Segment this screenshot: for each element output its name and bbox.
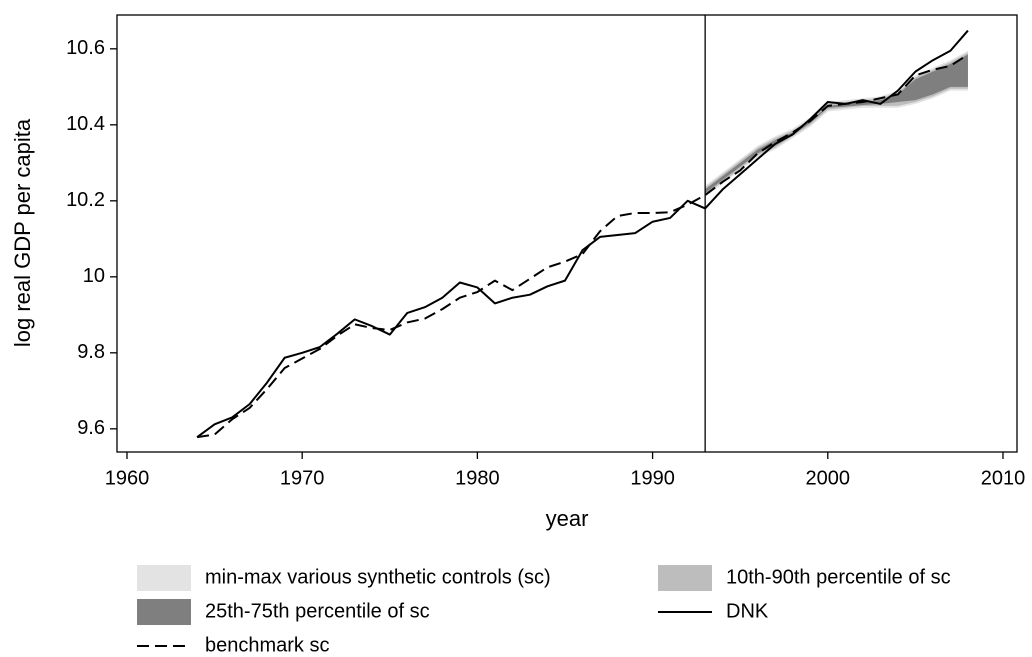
line (196, 53, 969, 439)
legend-swatch (137, 599, 191, 625)
legend-label: min-max various synthetic controls (sc) (205, 566, 551, 588)
legend-swatch (658, 565, 712, 591)
y-tick-label: 10.4 (66, 113, 105, 135)
x-tick-label: 1960 (105, 467, 150, 489)
x-tick-label: 1980 (455, 467, 500, 489)
y-tick-label: 10 (83, 265, 105, 287)
legend-label: 10th-90th percentile of sc (726, 566, 951, 588)
plot-frame (116, 14, 1018, 453)
legend-swatch (137, 565, 191, 591)
y-axis-title: log real GDP per capita (10, 118, 35, 347)
x-tick-label: 2000 (806, 467, 851, 489)
y-tick-label: 9.6 (77, 417, 105, 439)
legend-label: benchmark sc (205, 634, 330, 656)
x-tick-label: 2010 (981, 467, 1026, 489)
y-tick-label: 9.8 (77, 341, 105, 363)
x-tick-label: 1990 (630, 467, 675, 489)
x-tick-label: 1970 (280, 467, 325, 489)
y-tick-label: 10.6 (66, 37, 105, 59)
x-axis-title: year (546, 506, 589, 531)
legend-label: 25th-75th percentile of sc (205, 600, 430, 622)
line (196, 29, 969, 438)
legend-label: DNK (726, 600, 769, 622)
y-tick-label: 10.2 (66, 189, 105, 211)
